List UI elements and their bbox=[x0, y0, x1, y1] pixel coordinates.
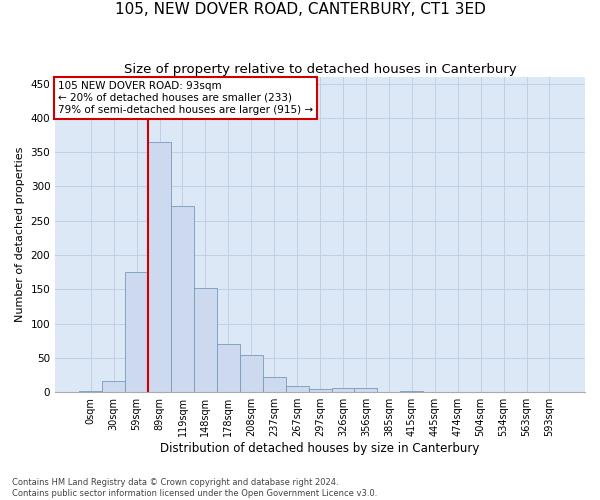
Bar bbox=[125, 272, 148, 392]
Bar bbox=[400, 391, 423, 392]
Bar bbox=[79, 391, 102, 392]
Bar bbox=[332, 388, 355, 392]
Bar bbox=[308, 389, 332, 392]
Bar bbox=[286, 386, 308, 392]
Bar bbox=[355, 388, 377, 392]
Text: 105, NEW DOVER ROAD, CANTERBURY, CT1 3ED: 105, NEW DOVER ROAD, CANTERBURY, CT1 3ED bbox=[115, 2, 485, 18]
Bar bbox=[217, 344, 240, 392]
Bar bbox=[148, 142, 171, 392]
Text: Contains HM Land Registry data © Crown copyright and database right 2024.
Contai: Contains HM Land Registry data © Crown c… bbox=[12, 478, 377, 498]
Bar bbox=[263, 377, 286, 392]
Y-axis label: Number of detached properties: Number of detached properties bbox=[15, 147, 25, 322]
Text: 105 NEW DOVER ROAD: 93sqm
← 20% of detached houses are smaller (233)
79% of semi: 105 NEW DOVER ROAD: 93sqm ← 20% of detac… bbox=[58, 82, 313, 114]
Bar bbox=[102, 381, 125, 392]
Bar bbox=[240, 355, 263, 392]
Bar bbox=[194, 288, 217, 392]
Bar bbox=[171, 206, 194, 392]
Title: Size of property relative to detached houses in Canterbury: Size of property relative to detached ho… bbox=[124, 62, 517, 76]
X-axis label: Distribution of detached houses by size in Canterbury: Distribution of detached houses by size … bbox=[160, 442, 480, 455]
